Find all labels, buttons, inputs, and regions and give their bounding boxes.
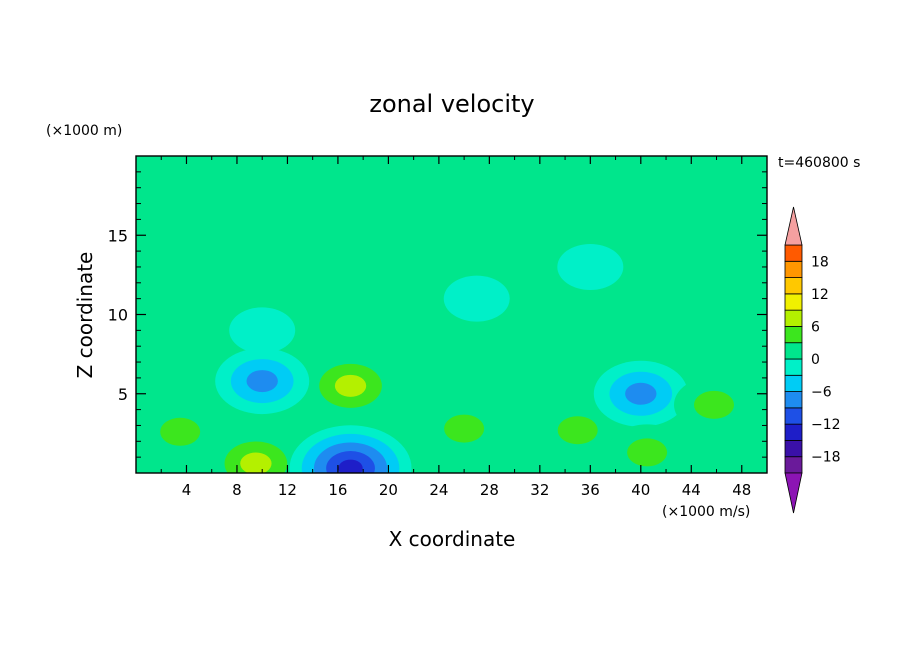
x-tick-label: 20 (379, 481, 398, 499)
colorbar-tick-label: 12 (811, 287, 829, 303)
colorbar-extend-low (784, 472, 803, 514)
contour-band (160, 417, 201, 446)
contour-band (557, 416, 598, 445)
x-tick-label: 40 (631, 481, 650, 499)
contour-band (693, 390, 734, 419)
contour-feature (607, 424, 688, 473)
y-tick-label: 15 (108, 226, 128, 245)
x-tick-label: 32 (530, 481, 549, 499)
colorbar-band (784, 260, 803, 278)
colorbar-band (784, 440, 803, 458)
contour-feature (537, 402, 618, 459)
y-axis: 5 10 15 (108, 171, 767, 458)
colorbar-band (784, 456, 803, 474)
x-tick-label: 36 (581, 481, 600, 499)
colorbar-tick-label: 18 (811, 254, 829, 270)
colorbar-band (784, 423, 803, 441)
x-tick-label: 12 (278, 481, 297, 499)
colorbar-band (784, 309, 803, 327)
colorbar-tick-label: 0 (811, 352, 820, 368)
colorbar-band (784, 358, 803, 376)
x-axis-label: X coordinate (389, 527, 516, 551)
contour-feature (443, 275, 510, 322)
x-tick-label: 16 (328, 481, 347, 499)
contour-band (334, 374, 367, 397)
contour-feature (557, 243, 624, 290)
colorbar-band (784, 326, 803, 344)
colorbar-band (784, 342, 803, 360)
contour-feature (303, 352, 398, 419)
y-axis-label: Z coordinate (73, 252, 97, 379)
contour-band (627, 438, 668, 467)
contour-feature (208, 430, 303, 473)
x-tick-label: 8 (232, 481, 242, 499)
colorbar-tick-label: 6 (811, 319, 820, 335)
colorbar-band (784, 244, 803, 262)
x-tick-label: 4 (182, 481, 192, 499)
contour-feature (140, 403, 221, 460)
y-tick-label: 10 (108, 306, 128, 325)
contour-band (557, 243, 624, 290)
colorbar: 18 12 6 0 −6 −12 −18 (784, 206, 841, 514)
colorbar-tick-label: −6 (811, 385, 832, 401)
contour-band (246, 370, 278, 393)
contour-features (140, 243, 754, 473)
colorbar-band (784, 391, 803, 409)
colorbar-band (784, 293, 803, 311)
x-tick-label: 28 (480, 481, 499, 499)
x-tick-label: 24 (429, 481, 448, 499)
contour-band (393, 335, 460, 382)
x-tick-label: 48 (732, 481, 751, 499)
plot-area (135, 155, 768, 474)
colorbar-band (784, 374, 803, 392)
contour-band (625, 382, 657, 405)
chart-title: zonal velocity (369, 90, 534, 118)
contour-band (240, 452, 272, 473)
contour-feature (289, 425, 412, 473)
x-tick-label: 44 (682, 481, 701, 499)
contour-feature (229, 307, 296, 354)
time-label: t=460800 s (778, 155, 860, 171)
colorbar-tick-label: −18 (811, 450, 841, 466)
contour-feature (393, 335, 460, 382)
contour-band (229, 307, 296, 354)
colorbar-band (784, 407, 803, 425)
contour-feature (424, 400, 505, 457)
x-unit-label: (×1000 m/s) (662, 504, 750, 520)
contour-band (444, 414, 485, 443)
contour-band (338, 459, 363, 473)
contour-feature (593, 360, 688, 427)
x-axis: 4 8 12 16 20 24 28 32 36 40 44 48 (160, 156, 751, 499)
y-tick-label: 5 (118, 385, 128, 404)
colorbar-band (784, 277, 803, 295)
contour-feature (215, 348, 310, 415)
contour-feature (673, 376, 754, 433)
colorbar-extend-high (784, 206, 803, 246)
contour-band (443, 275, 510, 322)
y-unit-label: (×1000 m) (46, 123, 122, 139)
colorbar-tick-label: −12 (811, 417, 841, 433)
